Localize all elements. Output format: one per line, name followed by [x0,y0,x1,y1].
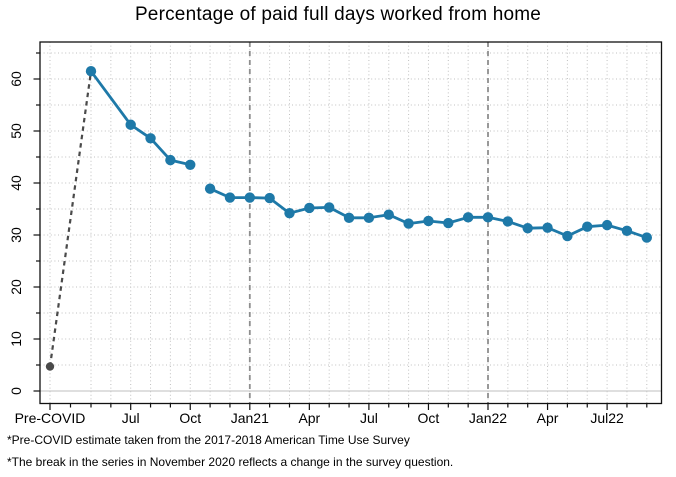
data-point [363,212,375,224]
x-tick-label: Jul22 [590,410,624,426]
data-point [284,207,295,219]
data-point [462,212,474,223]
y-tick-label: 50 [8,123,24,139]
y-tick-label: 30 [8,227,24,243]
y-tick-label: 0 [8,387,24,395]
data-point [621,225,633,237]
data-point [145,133,156,144]
y-tick-label: 40 [8,175,24,191]
pre-covid-point [45,362,55,371]
data-point [562,230,573,242]
x-tick-label: Jan22 [469,410,507,426]
data-point [204,183,216,194]
data-point [522,223,533,234]
data-point [224,192,236,203]
series-revised-question [204,183,652,243]
x-tick-label: Oct [179,410,201,426]
series-line [209,187,648,239]
x-axis-labels: Pre-COVID Jul Oct Jan21 Apr Jul Oct Jan22 Apr Jul… [15,410,624,426]
data-point [304,202,315,214]
data-point [403,218,414,229]
x-tick-label: Apr [537,410,559,426]
data-point [443,217,454,229]
data-point [125,119,136,130]
data-point [542,222,553,233]
data-point [85,66,97,77]
footnote-series-break: *The break in the series in November 202… [7,455,454,469]
x-tick-label: Jul [122,410,140,426]
x-tick-label: Oct [418,410,440,426]
y-tick-label: 10 [8,331,24,347]
series-line [89,70,191,167]
x-tick-label: Apr [298,410,320,426]
data-point [264,192,275,204]
x-tick-label: Jan21 [231,410,269,426]
data-point [641,232,652,243]
data-point [482,212,494,223]
footnote-pre-covid-source: *Pre-COVID estimate taken from the 2017-… [7,433,410,447]
data-point [582,221,593,232]
pre-covid-connector-line [48,71,93,367]
data-point [244,192,255,203]
data-point [343,212,355,224]
plot-frame [39,41,663,405]
data-point [502,216,514,227]
chart-title: Percentage of paid full days worked from… [134,4,542,25]
axis-ticks [33,52,648,410]
data-point [165,154,176,166]
y-tick-label: 60 [8,71,24,87]
x-tick-label: Jul [360,410,378,426]
data-point [185,159,196,170]
x-tick-label: Pre-COVID [15,410,86,426]
y-axis-labels: 0 10 20 30 40 50 60 [8,71,24,395]
year-break-lines [248,42,489,404]
series-original-question [85,66,196,170]
data-point [601,219,613,231]
data-point [324,202,335,213]
data-point [383,209,394,220]
y-tick-label: 20 [8,279,24,295]
data-point [423,215,434,227]
